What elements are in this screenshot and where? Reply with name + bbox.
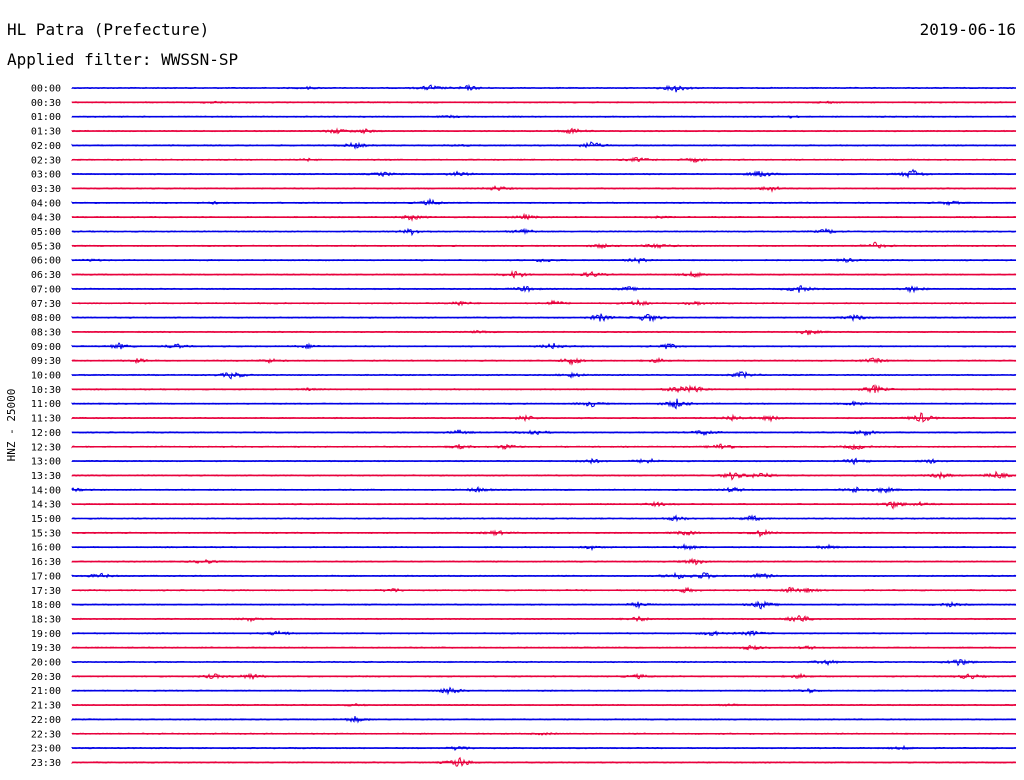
- filter-label: Applied filter: WWSSN-SP: [7, 50, 239, 69]
- time-label: 07:00: [31, 284, 61, 295]
- time-label: 17:00: [31, 571, 61, 582]
- trace-line: [71, 241, 1017, 250]
- time-label: 22:30: [31, 729, 61, 740]
- time-label: 10:30: [31, 385, 61, 396]
- time-label: 05:00: [31, 227, 61, 238]
- time-label: 23:30: [31, 758, 61, 769]
- time-label: 08:30: [31, 327, 61, 338]
- time-label: 04:00: [31, 198, 61, 209]
- time-label: 11:00: [31, 399, 61, 410]
- time-label: 20:30: [31, 672, 61, 683]
- time-label: 07:30: [31, 299, 61, 310]
- time-label: 14:30: [31, 500, 61, 511]
- time-label: 03:00: [31, 170, 61, 181]
- time-label: 01:30: [31, 127, 61, 138]
- time-label: 15:30: [31, 528, 61, 539]
- time-label: 21:00: [31, 686, 61, 697]
- time-label: 22:00: [31, 715, 61, 726]
- time-label: 12:00: [31, 428, 61, 439]
- time-label: 11:30: [31, 414, 61, 425]
- time-label: 02:30: [31, 155, 61, 166]
- time-label: 18:30: [31, 614, 61, 625]
- time-label: 16:00: [31, 543, 61, 554]
- time-label: 00:30: [31, 98, 61, 109]
- time-label: 15:00: [31, 514, 61, 525]
- time-label: 21:30: [31, 701, 61, 712]
- time-label: 05:30: [31, 241, 61, 252]
- time-label: 09:30: [31, 356, 61, 367]
- y-axis-label: HNZ - 25000: [5, 389, 18, 462]
- time-label: 09:00: [31, 342, 61, 353]
- trace-line: [71, 500, 1017, 510]
- time-label: 13:00: [31, 457, 61, 468]
- time-label: 08:00: [31, 313, 61, 324]
- time-label: 00:00: [31, 84, 61, 95]
- time-label: 06:00: [31, 256, 61, 267]
- record-date: 2019-06-16: [919, 20, 1016, 39]
- time-label: 04:30: [31, 213, 61, 224]
- time-label: 14:00: [31, 485, 61, 496]
- time-label: 10:00: [31, 371, 61, 382]
- time-label: 16:30: [31, 557, 61, 568]
- time-label: 23:00: [31, 744, 61, 755]
- time-label: 18:00: [31, 600, 61, 611]
- time-label: 17:30: [31, 586, 61, 597]
- time-label: 19:30: [31, 643, 61, 654]
- time-label: 20:00: [31, 658, 61, 669]
- time-label: 01:00: [31, 112, 61, 123]
- time-label: 02:00: [31, 141, 61, 152]
- time-label: 03:30: [31, 184, 61, 195]
- time-label: 19:00: [31, 629, 61, 640]
- station-title: HL Patra (Prefecture): [7, 20, 210, 39]
- time-label: 06:30: [31, 270, 61, 281]
- time-label: 12:30: [31, 442, 61, 453]
- time-label: 13:30: [31, 471, 61, 482]
